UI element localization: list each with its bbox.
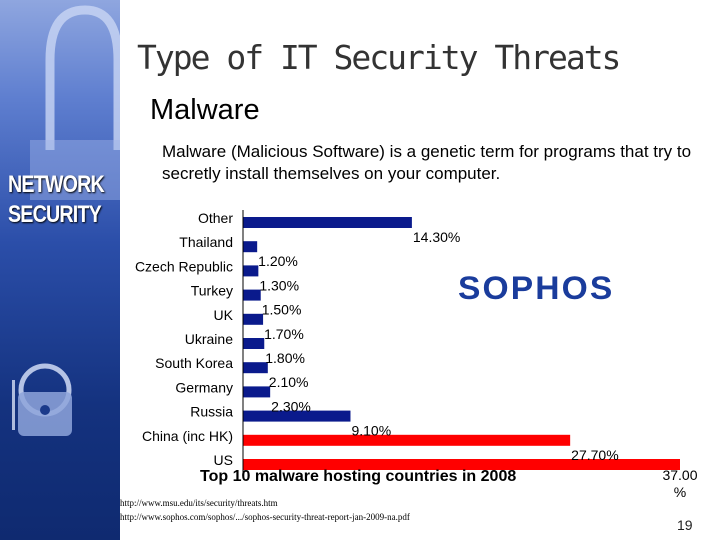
category-label: China (inc HK) [142, 428, 233, 444]
source-link[interactable]: http://www.sophos.com/sophos/.../sophos-… [120, 512, 410, 522]
bar [243, 241, 258, 253]
category-label: Ukraine [185, 331, 233, 347]
chart-title: Top 10 malware hosting countries in 2008 [200, 468, 517, 485]
category-label: Turkey [191, 283, 233, 299]
data-label: 1.70% [264, 326, 304, 342]
bar [243, 289, 261, 301]
bar [243, 434, 571, 446]
bar [243, 338, 265, 349]
bar [243, 217, 412, 228]
bar [243, 265, 259, 277]
data-label: 2.30% [271, 398, 311, 414]
data-label: 1.20% [258, 253, 298, 269]
data-label: 37.00% [662, 467, 697, 500]
slide-number: 19 [677, 517, 693, 533]
data-label: 1.30% [259, 277, 299, 293]
data-label: 27.70% [571, 447, 618, 463]
data-label: 2.10% [269, 374, 309, 390]
sidebar-graphic: NETWORK SECURITY [0, 0, 120, 540]
bar [243, 410, 351, 422]
section-heading: Malware [150, 94, 260, 126]
category-label: Other [198, 210, 233, 226]
sophos-logo: SOPHOS [458, 270, 615, 306]
bar [243, 459, 680, 470]
data-label: 1.50% [262, 302, 302, 318]
data-label: 9.10% [351, 423, 391, 439]
data-label: 14.30% [413, 229, 460, 245]
category-label: South Korea [155, 355, 233, 371]
page-title: Type of IT Security Threats [137, 38, 621, 77]
bar [243, 386, 271, 398]
source-link[interactable]: http://www.msu.edu/its/security/threats.… [120, 498, 278, 508]
category-label: Germany [175, 379, 233, 395]
category-label: Russia [190, 404, 233, 420]
category-label: US [214, 452, 233, 468]
bar [243, 362, 268, 374]
bar [243, 313, 264, 325]
category-label: Czech Republic [135, 258, 233, 274]
data-label: 1.80% [265, 350, 305, 366]
description-text: Malware (Malicious Software) is a geneti… [162, 142, 692, 183]
network-security-label: NETWORK SECURITY [8, 171, 105, 228]
category-label: UK [214, 307, 234, 323]
category-label: Thailand [179, 234, 233, 250]
padlock-icon [12, 5, 120, 436]
